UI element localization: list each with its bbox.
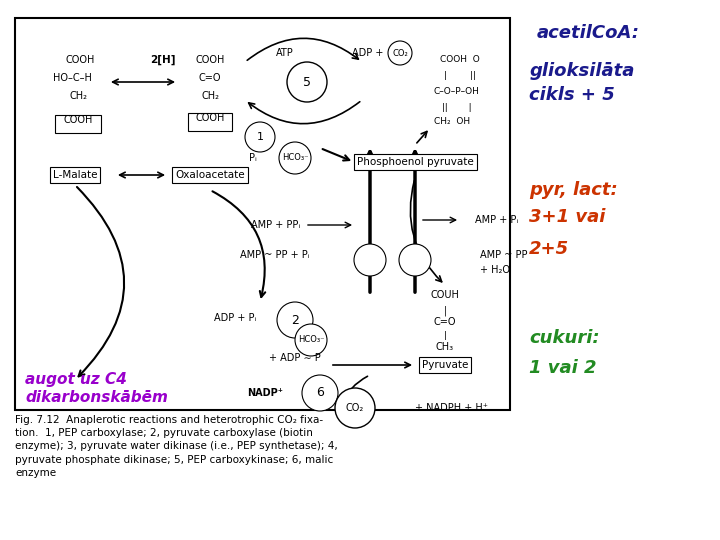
- Text: |: |: [444, 306, 446, 316]
- Text: augot uz C4: augot uz C4: [25, 372, 127, 387]
- Text: Pyruvate: Pyruvate: [422, 360, 468, 370]
- Text: HCO₃⁻: HCO₃⁻: [298, 335, 324, 345]
- Text: pyr, lact:: pyr, lact:: [529, 181, 618, 199]
- Circle shape: [279, 142, 311, 174]
- Text: ADP + Pᵢ: ADP + Pᵢ: [214, 313, 256, 323]
- Text: |: |: [444, 332, 446, 341]
- Text: ADP +: ADP +: [352, 48, 384, 58]
- Circle shape: [354, 244, 386, 276]
- Text: ATP: ATP: [276, 48, 294, 58]
- Text: + ADP ∼ P: + ADP ∼ P: [269, 353, 321, 363]
- Text: + H₂O: + H₂O: [480, 265, 510, 275]
- Text: CH₃: CH₃: [436, 342, 454, 352]
- Text: AMP + Pᵢ: AMP + Pᵢ: [475, 215, 518, 225]
- Text: COOH: COOH: [66, 55, 95, 65]
- Text: CH₂: CH₂: [201, 91, 219, 101]
- Circle shape: [302, 375, 338, 411]
- Text: L-Malate: L-Malate: [53, 170, 97, 180]
- Text: 6: 6: [316, 387, 324, 400]
- Text: cukuri:: cukuri:: [529, 329, 600, 347]
- Text: + NADPH + H⁺: + NADPH + H⁺: [415, 403, 488, 413]
- Text: 2: 2: [291, 314, 299, 327]
- Text: Phosphoenol pyruvate: Phosphoenol pyruvate: [356, 157, 473, 167]
- Text: |        ||: | ||: [444, 71, 476, 79]
- Text: COUH: COUH: [431, 290, 459, 300]
- Text: HO–C–H: HO–C–H: [53, 73, 91, 83]
- Text: C–O–P–OH: C–O–P–OH: [433, 86, 479, 96]
- Text: C=O: C=O: [433, 317, 456, 327]
- Text: 1: 1: [256, 132, 264, 142]
- Text: COOH: COOH: [195, 113, 225, 123]
- Text: CH₂: CH₂: [69, 91, 87, 101]
- Text: Fig. 7.12  Anaplerotic reactions and heterotrophic CO₂ fixa-
tion.  1, PEP carbo: Fig. 7.12 Anaplerotic reactions and hete…: [15, 415, 338, 478]
- Text: CH₂  OH: CH₂ OH: [434, 117, 470, 125]
- Text: AMP ~ PP + Pᵢ: AMP ~ PP + Pᵢ: [240, 250, 310, 260]
- Text: AMP + PPᵢ: AMP + PPᵢ: [251, 220, 300, 230]
- Text: COOH  O: COOH O: [440, 56, 480, 64]
- Circle shape: [295, 324, 327, 356]
- Circle shape: [335, 388, 375, 428]
- Bar: [55, 115, 101, 133]
- Text: 2+5: 2+5: [529, 240, 570, 258]
- Text: COOH: COOH: [195, 55, 225, 65]
- Text: acetilCoA:: acetilCoA:: [536, 24, 639, 42]
- Text: COOH: COOH: [63, 115, 93, 125]
- Text: 5: 5: [303, 76, 311, 89]
- Text: Oxaloacetate: Oxaloacetate: [175, 170, 245, 180]
- Circle shape: [399, 244, 431, 276]
- Text: AMP ~ PP: AMP ~ PP: [480, 250, 528, 260]
- Text: cikls + 5: cikls + 5: [529, 86, 615, 104]
- Text: 4: 4: [366, 255, 374, 265]
- Text: 3+1 vai: 3+1 vai: [529, 208, 606, 226]
- Circle shape: [245, 122, 275, 152]
- Text: CO₂: CO₂: [346, 403, 364, 413]
- Text: CO₂: CO₂: [392, 49, 408, 57]
- Bar: [15, 18, 510, 410]
- Text: HCO₃⁻: HCO₃⁻: [282, 153, 308, 163]
- Text: NADP⁺: NADP⁺: [247, 388, 283, 398]
- Circle shape: [287, 62, 327, 102]
- Circle shape: [388, 41, 412, 65]
- Text: C=O: C=O: [199, 73, 221, 83]
- Text: 1 vai 2: 1 vai 2: [529, 359, 597, 377]
- Text: ||        |: || |: [442, 103, 472, 111]
- Text: dikarbonskābēm: dikarbonskābēm: [25, 390, 168, 405]
- Text: glioksilāta: glioksilāta: [529, 62, 634, 80]
- Circle shape: [277, 302, 313, 338]
- Text: 3: 3: [412, 255, 418, 265]
- Bar: [188, 113, 232, 131]
- Text: Pᵢ: Pᵢ: [249, 153, 257, 163]
- Text: 2[H]: 2[H]: [150, 55, 176, 65]
